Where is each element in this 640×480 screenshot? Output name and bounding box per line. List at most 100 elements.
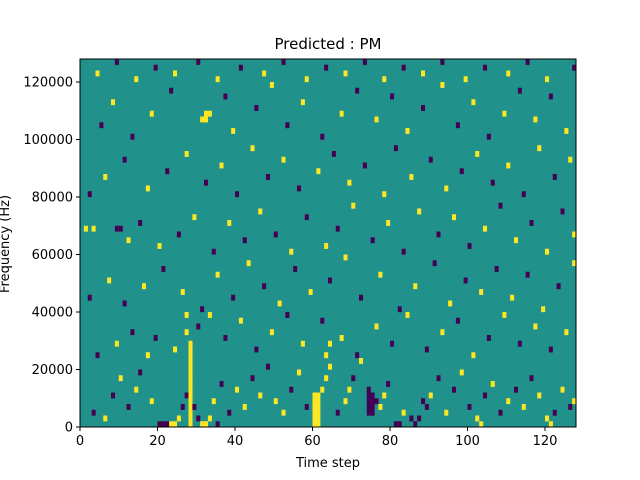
heatmap-cell <box>498 409 503 416</box>
heatmap-cell <box>440 329 445 336</box>
heatmap-cell <box>316 409 321 416</box>
heatmap-cell <box>548 421 553 428</box>
heatmap-cell <box>161 266 166 272</box>
heatmap-cell <box>328 277 333 284</box>
heatmap-cell <box>331 151 336 157</box>
heatmap-cell <box>405 312 410 318</box>
heatmap-cell <box>382 191 387 198</box>
heatmap-cell <box>165 168 170 175</box>
heatmap-cell <box>355 352 360 359</box>
heatmap-cell <box>173 70 178 77</box>
heatmap-cell <box>285 312 290 318</box>
heatmap-cell <box>169 87 174 94</box>
heatmap-cell <box>107 277 112 284</box>
heatmap-cell <box>300 340 305 347</box>
heatmap-cell <box>359 294 364 301</box>
heatmap-cell <box>254 105 259 111</box>
heatmap-cell <box>188 392 193 399</box>
heatmap-cell <box>281 156 286 163</box>
heatmap-cell <box>463 76 468 83</box>
heatmap-cell <box>95 352 100 359</box>
heatmap-cell <box>521 404 526 410</box>
heatmap-cell <box>223 93 228 100</box>
heatmap-cell <box>502 312 507 318</box>
heatmap-cell <box>382 76 387 83</box>
heatmap-cell <box>204 421 209 428</box>
heatmap-cell <box>192 404 197 410</box>
heatmap-cell <box>308 289 313 295</box>
heatmap-cell <box>335 225 340 232</box>
heatmap-cell <box>188 369 193 376</box>
heatmap-cell <box>250 145 255 152</box>
heatmap-cell <box>494 266 499 272</box>
heatmap-cell <box>173 346 178 353</box>
heatmap-cell <box>506 162 511 169</box>
heatmap-cell <box>548 346 553 353</box>
heatmap-cell <box>401 248 406 255</box>
heatmap-cell <box>149 398 154 405</box>
heatmap-cell <box>537 145 542 152</box>
heatmap-cell <box>378 271 383 278</box>
heatmap-cell <box>316 421 321 428</box>
heatmap-cell <box>138 369 143 376</box>
heatmap-cell <box>262 283 267 290</box>
heatmap-cell <box>409 415 414 422</box>
heatmap-cell <box>188 381 193 387</box>
heatmap-cell <box>246 260 251 267</box>
heatmap-cell <box>219 381 224 387</box>
heatmap-cell <box>126 237 131 244</box>
heatmap-cell <box>455 122 460 129</box>
heatmap-cell <box>262 70 267 77</box>
heatmap-cell <box>227 409 232 416</box>
heatmap-cell <box>250 375 255 382</box>
heatmap-cell <box>200 421 205 428</box>
heatmap-cell <box>304 404 309 410</box>
heatmap-cell <box>374 116 379 123</box>
heatmap-cell <box>374 398 379 405</box>
heatmap-cell <box>506 398 511 405</box>
heatmap-cell <box>401 409 406 416</box>
heatmap-cell <box>312 392 317 399</box>
heatmap-cell <box>397 306 402 313</box>
heatmap-cell <box>347 179 352 186</box>
heatmap-cell <box>153 335 158 341</box>
heatmap-cell <box>552 409 557 416</box>
heatmap-cell <box>324 64 329 71</box>
heatmap-cell <box>304 76 309 83</box>
heatmap-cell <box>215 421 220 428</box>
heatmap-cell <box>393 145 398 152</box>
heatmap-cell <box>510 294 515 301</box>
heatmap-cell <box>138 220 143 226</box>
heatmap-cell <box>157 421 162 428</box>
heatmap-cell <box>289 248 294 255</box>
heatmap-cell <box>533 323 538 330</box>
heatmap-cell <box>188 409 193 416</box>
heatmap-cell <box>479 421 484 428</box>
y-tick-label: 120000 <box>23 76 73 91</box>
heatmap-cell <box>486 133 491 140</box>
heatmap-cell <box>359 358 364 364</box>
heatmap-cell <box>378 404 383 410</box>
heatmap-cell <box>483 64 488 71</box>
heatmap-cell <box>335 409 340 416</box>
heatmap-cell <box>421 70 426 77</box>
heatmap-cell <box>207 415 212 422</box>
heatmap-cell <box>188 415 193 422</box>
heatmap-cell <box>525 271 530 278</box>
heatmap-cell <box>328 363 333 370</box>
heatmap-cell <box>424 404 429 410</box>
heatmap-cell <box>459 369 464 376</box>
heatmap-cell <box>231 294 236 301</box>
heatmap-cell <box>196 415 201 422</box>
heatmap-cell <box>537 392 542 399</box>
heatmap-cell <box>506 70 511 77</box>
heatmap-cell <box>188 404 193 410</box>
heatmap-cell <box>490 179 495 186</box>
y-tick-label: 80000 <box>32 191 73 206</box>
heatmap-cell <box>370 398 375 405</box>
y-tick-label: 100000 <box>23 133 73 148</box>
chart-title: Predicted : PM <box>275 35 382 53</box>
plot-frame <box>79 58 577 428</box>
heatmap-cell <box>471 99 476 106</box>
